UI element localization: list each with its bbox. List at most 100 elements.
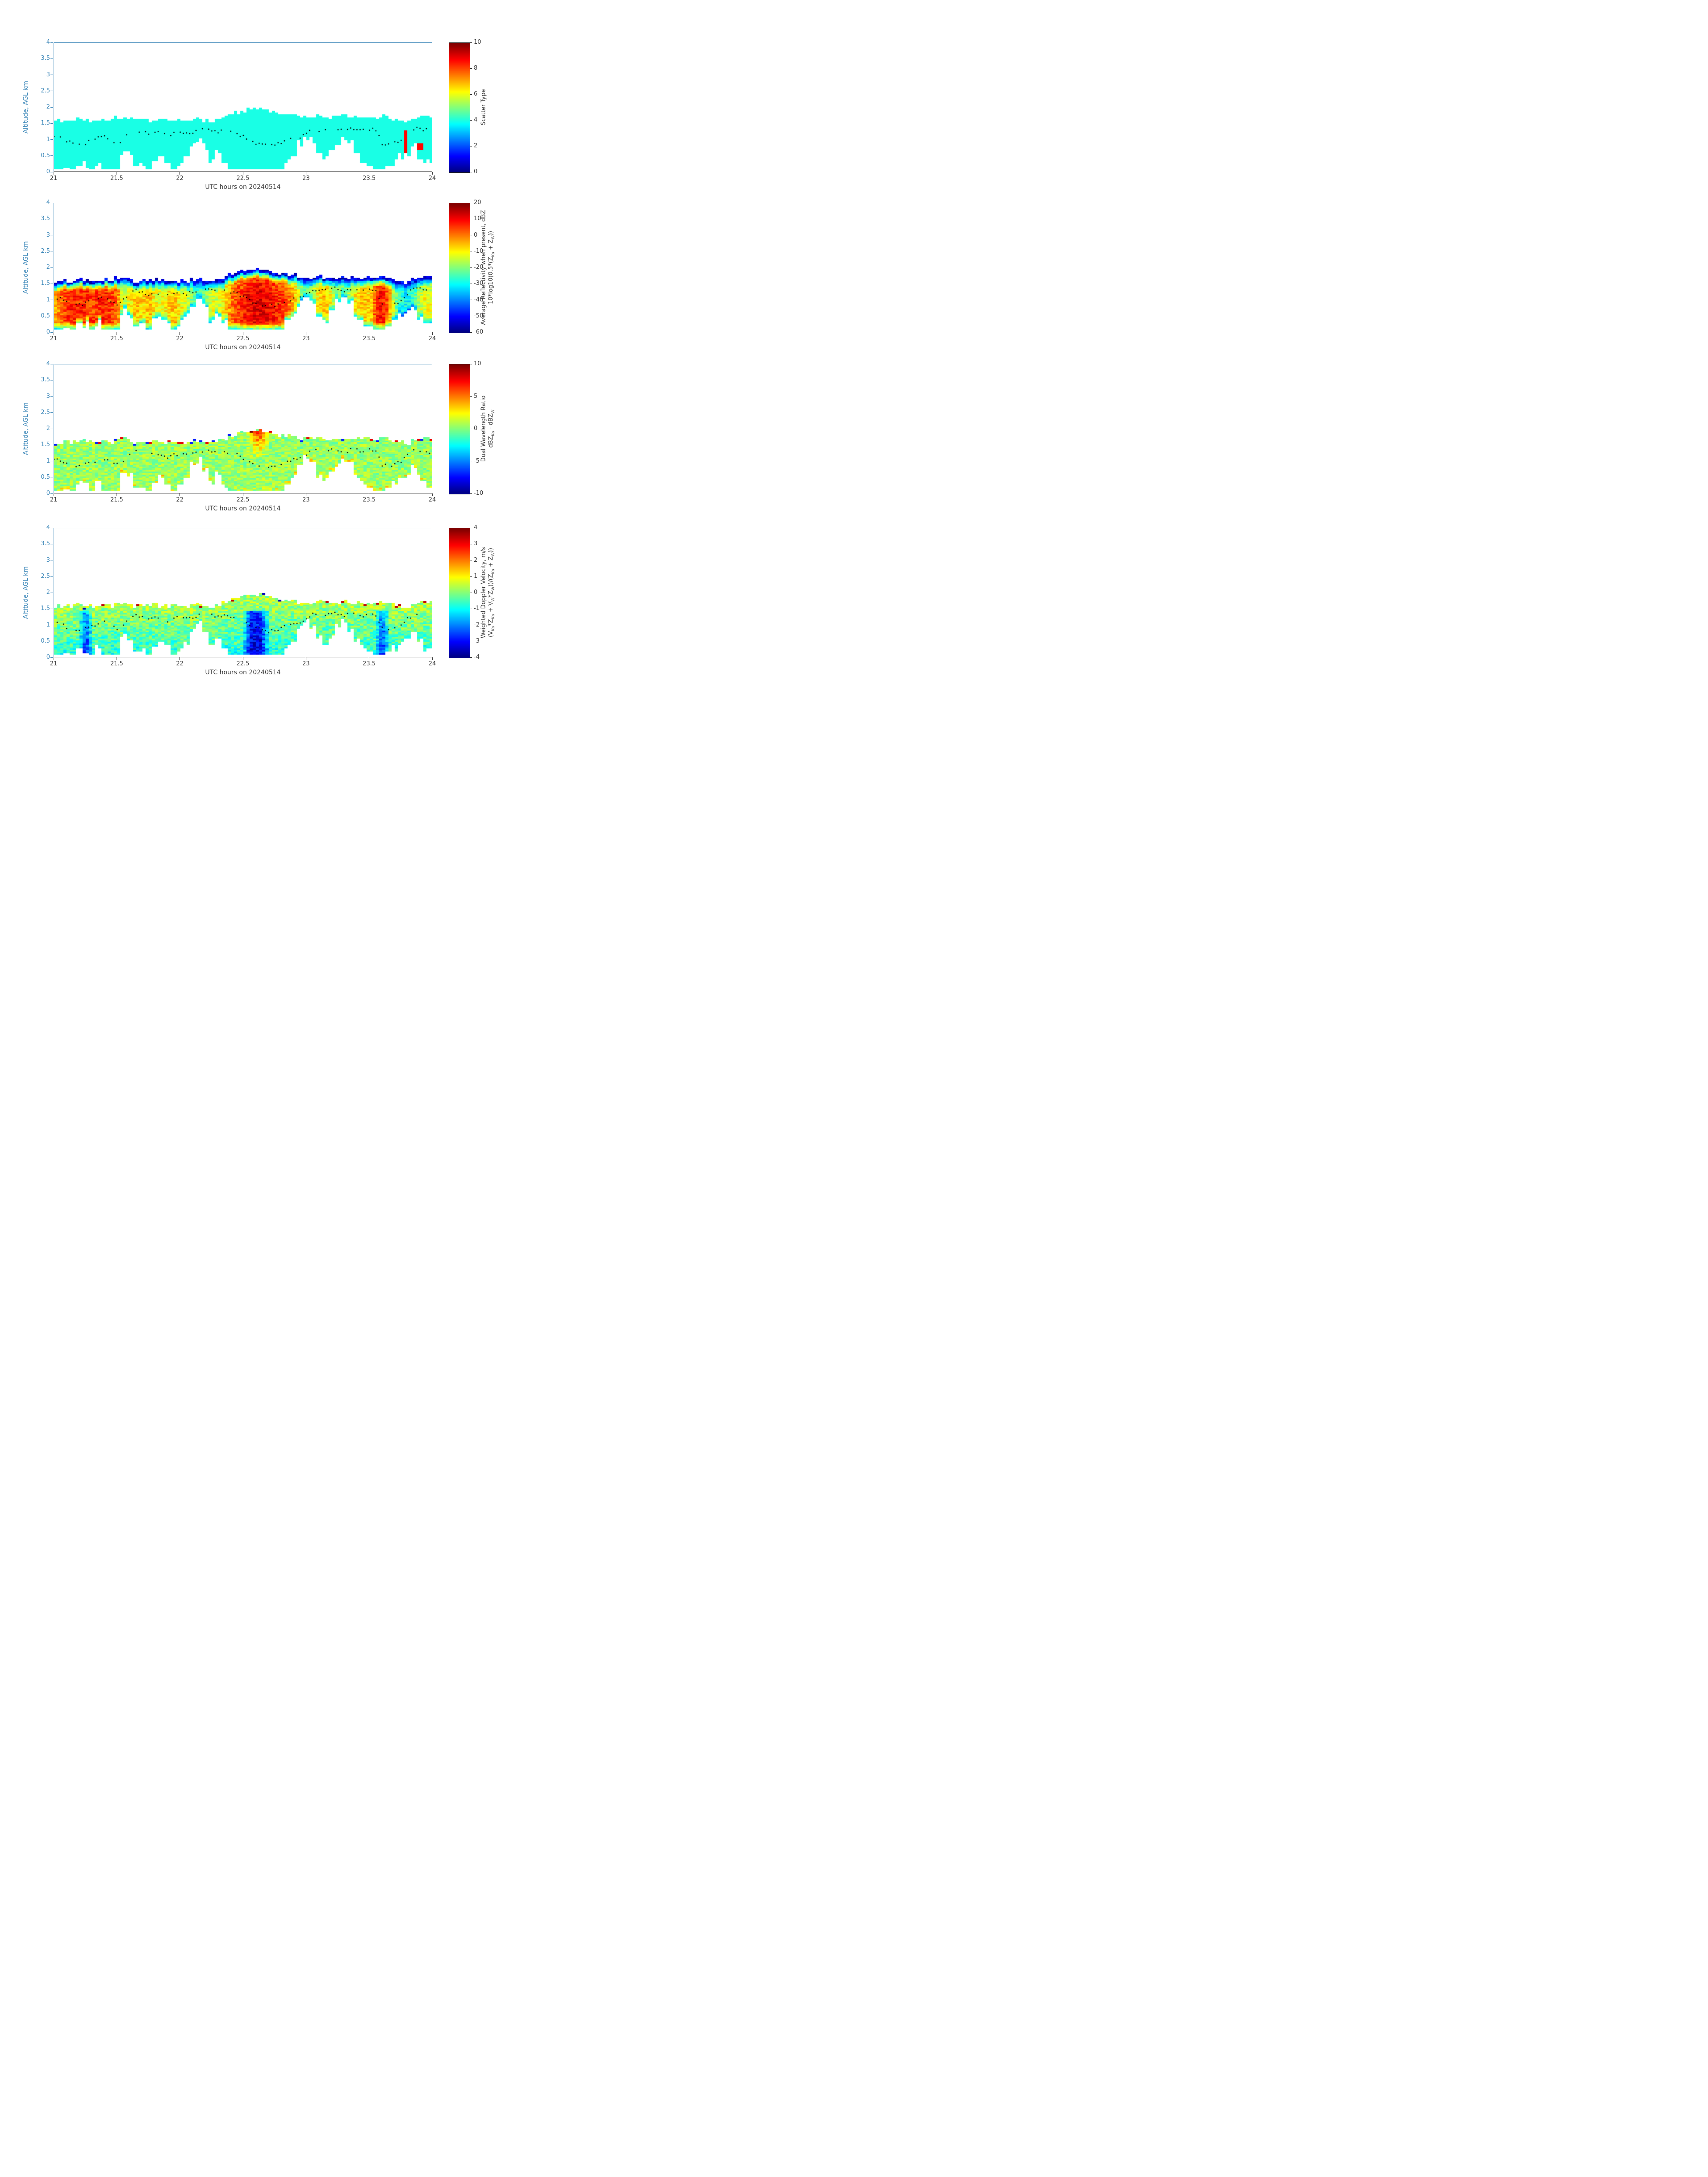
y-tick-label: 1.5 (41, 280, 50, 287)
x-tick-label: 23.5 (363, 335, 376, 342)
y-tick-label: 0.5 (41, 312, 50, 319)
colorbar-tick-label: 0 (474, 231, 478, 238)
colorbar-tick-mark (470, 120, 472, 121)
colorbar-tick-mark (470, 657, 472, 658)
colorbar-tick-label: 3 (474, 540, 478, 547)
colorbar (449, 528, 470, 658)
y-tick-mark (50, 576, 53, 577)
colorbar-sublabel: 10*log10(0.5*(ZKa + ZW)) (488, 230, 496, 305)
x-tick-label: 22 (176, 660, 184, 667)
x-tick-label: 23.5 (363, 660, 376, 667)
colorbar-tick-label: 4 (474, 117, 478, 123)
colorbar-tick-label: 0 (474, 168, 478, 175)
colorbar-tick-label: 5 (474, 393, 478, 400)
colorbar-tick-label: -4 (474, 654, 480, 660)
y-tick-label: 4 (46, 39, 50, 46)
y-tick-label: 0 (46, 654, 50, 660)
y-tick-label: 1.5 (41, 605, 50, 612)
colorbar-tick-label: -5 (474, 457, 480, 464)
heatmap-canvas (54, 43, 432, 171)
y-tick-label: 0.5 (41, 473, 50, 481)
colorbar-tick-mark (470, 94, 472, 95)
y-tick-mark (50, 396, 53, 397)
plot-area (54, 364, 432, 493)
y-tick-label: 0 (46, 168, 50, 175)
radar-quicklook-figure: { "chart_data": { "type": "heatmap", "n_… (0, 0, 547, 697)
y-tick-label: 2.5 (41, 409, 50, 416)
x-tick-label: 21 (50, 175, 58, 182)
x-tick-label: 24 (428, 335, 436, 342)
y-tick-mark (50, 155, 53, 156)
y-tick-mark (50, 139, 53, 140)
panel-dual-wavelength-ratio: Altitude, AGL km UTC hours on 20240514 D… (0, 360, 547, 516)
x-axis-label: UTC hours on 20240514 (205, 505, 281, 512)
y-tick-label: 0 (46, 490, 50, 497)
panel-average-reflectivity: Altitude, AGL km UTC hours on 20240514 A… (0, 199, 547, 355)
colorbar-tick-label: -3 (474, 637, 480, 644)
y-tick-label: 3 (46, 393, 50, 400)
x-tick-label: 22 (176, 175, 184, 182)
y-tick-label: 3.5 (41, 55, 50, 62)
colorbar-sublabel: dBZKa - dBZW (488, 409, 496, 448)
y-tick-label: 4 (46, 199, 50, 206)
x-tick-label: 24 (428, 497, 436, 503)
colorbar-tick-mark (470, 332, 472, 333)
colorbar-label: Dual Wavelength Ratio (480, 395, 487, 462)
colorbar-tick-label: -60 (474, 329, 484, 335)
x-tick-label: 21.5 (110, 660, 123, 667)
y-tick-label: 1.5 (41, 120, 50, 127)
y-tick-label: 4 (46, 524, 50, 531)
colorbar (449, 203, 470, 333)
x-tick-label: 22.5 (236, 175, 250, 182)
x-tick-mark (432, 493, 433, 496)
x-tick-label: 23 (302, 497, 310, 503)
y-tick-mark (50, 493, 53, 494)
heatmap-canvas (54, 528, 432, 657)
y-tick-label: 3 (46, 71, 50, 78)
y-tick-label: 1 (46, 296, 50, 303)
heatmap-canvas (54, 203, 432, 332)
x-tick-mark (432, 172, 433, 175)
x-axis-label: UTC hours on 20240514 (205, 184, 281, 191)
colorbar-tick-mark (470, 396, 472, 397)
colorbar-tick-mark (470, 42, 472, 43)
colorbar-tick-label: -2 (474, 621, 480, 628)
x-tick-label: 23 (302, 335, 310, 342)
colorbar-tick-label: -30 (474, 280, 484, 287)
colorbar-tick-label: -50 (474, 312, 484, 319)
colorbar-tick-label: -20 (474, 264, 484, 271)
y-tick-label: 1.5 (41, 441, 50, 448)
x-tick-label: 21.5 (110, 175, 123, 182)
colorbar-tick-mark (470, 576, 472, 577)
y-tick-mark (50, 42, 53, 43)
colorbar-tick-mark (470, 68, 472, 69)
y-tick-label: 1 (46, 621, 50, 628)
colorbar-tick-label: -10 (474, 490, 484, 497)
colorbar (449, 364, 470, 494)
x-tick-label: 21.5 (110, 335, 123, 342)
panel-weighted-doppler-velocity: Altitude, AGL km UTC hours on 20240514 W… (0, 524, 547, 680)
y-tick-label: 0 (46, 329, 50, 335)
colorbar-tick-label: 4 (474, 524, 478, 531)
x-tick-label: 23.5 (363, 175, 376, 182)
y-tick-label: 2 (46, 264, 50, 271)
y-tick-label: 2.5 (41, 572, 50, 580)
colorbar-tick-label: 10 (474, 360, 481, 367)
plot-area (54, 42, 432, 172)
x-tick-label: 24 (428, 660, 436, 667)
y-tick-mark (50, 332, 53, 333)
y-tick-label: 3 (46, 231, 50, 238)
y-tick-mark (50, 58, 53, 59)
x-tick-label: 22.5 (236, 497, 250, 503)
colorbar-tick-label: -40 (474, 296, 484, 303)
plot-area (54, 203, 432, 332)
y-tick-label: 2 (46, 104, 50, 110)
y-tick-label: 2 (46, 425, 50, 432)
y-tick-label: 3.5 (41, 215, 50, 222)
y-tick-mark (50, 412, 53, 413)
y-tick-label: 0.5 (41, 152, 50, 159)
colorbar-tick-label: 10 (474, 39, 481, 46)
x-tick-mark (432, 332, 433, 335)
y-tick-mark (50, 267, 53, 268)
x-tick-label: 21 (50, 497, 58, 503)
